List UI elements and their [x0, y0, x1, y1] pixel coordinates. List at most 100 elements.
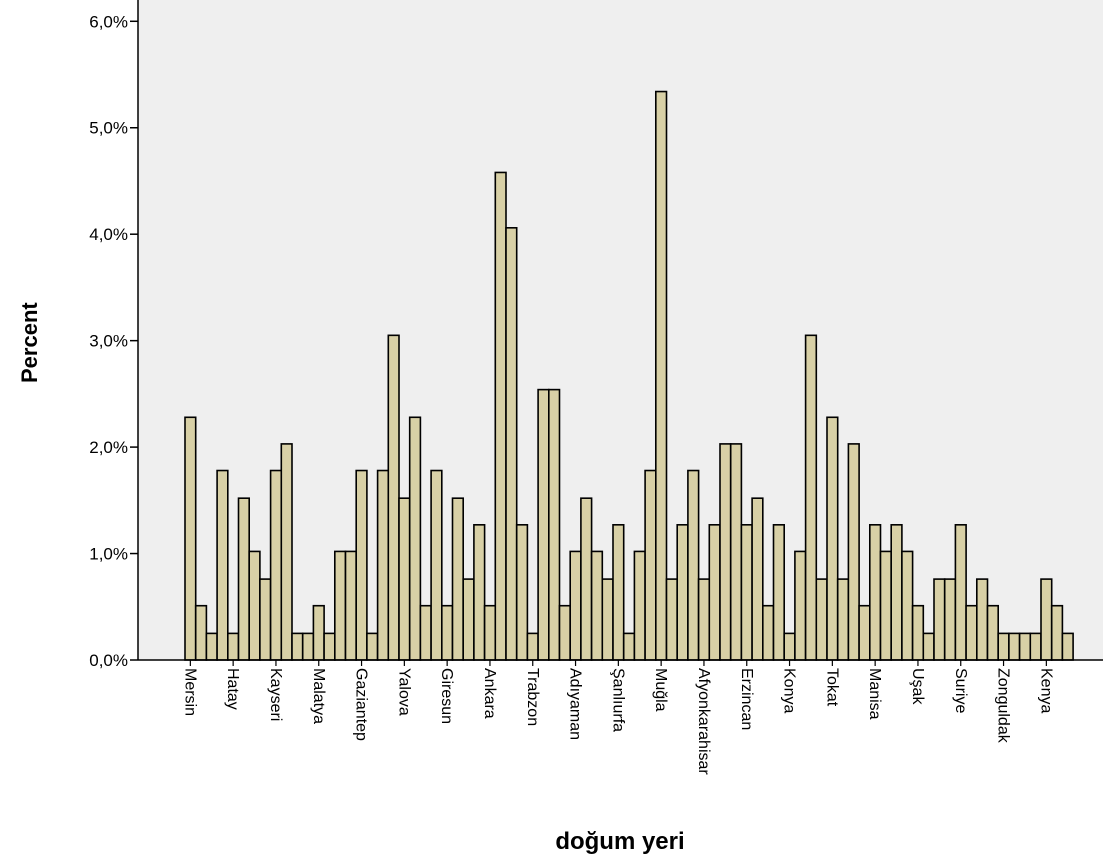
bar	[965, 604, 978, 661]
x-tick-label: Afyonkarahisar	[695, 668, 712, 775]
bar	[590, 550, 604, 661]
bar	[708, 524, 721, 661]
bar	[933, 578, 946, 661]
bar	[654, 90, 668, 661]
bar	[751, 497, 764, 661]
bar	[1040, 578, 1053, 661]
x-tick-label: Muğla	[652, 668, 669, 712]
bar	[473, 524, 486, 661]
bar	[633, 550, 646, 661]
bar	[184, 416, 197, 661]
bar	[665, 578, 678, 661]
bar	[687, 469, 700, 661]
bar	[783, 632, 796, 661]
bar	[901, 550, 914, 661]
bar	[772, 524, 785, 661]
y-tick-label: 5,0%	[89, 119, 128, 138]
bar	[355, 469, 368, 661]
bar	[815, 578, 828, 661]
y-tick-label: 6,0%	[89, 12, 128, 31]
bar	[879, 550, 892, 661]
bar	[826, 416, 839, 661]
x-tick-label: Hatay	[224, 668, 241, 710]
y-tick-label: 0,0%	[89, 651, 128, 670]
bar	[569, 550, 582, 661]
bar	[451, 497, 464, 661]
bar	[398, 497, 411, 661]
bar	[1029, 632, 1042, 661]
y-ticks-group: 0,0% 1,0% 2,0% 3,0% 4,0% 5,0% 6,0%	[89, 12, 138, 670]
x-tick-label: Şanlıurfa	[609, 668, 626, 732]
bar	[387, 334, 400, 661]
x-tick-label: Kayseri	[267, 668, 284, 721]
bar	[205, 632, 218, 661]
bar	[430, 469, 443, 661]
x-axis-label: doğum yeri	[555, 828, 685, 855]
bar	[794, 550, 807, 661]
bar	[740, 524, 753, 661]
bar	[719, 443, 732, 661]
bar	[761, 604, 775, 661]
bar	[237, 497, 250, 661]
bar	[323, 632, 336, 661]
bar	[1050, 604, 1064, 661]
bar	[419, 604, 432, 661]
bar	[858, 604, 871, 661]
bar	[259, 578, 272, 661]
bar	[291, 632, 304, 661]
bar	[494, 171, 507, 661]
bar	[515, 524, 529, 661]
bar	[847, 443, 860, 661]
bar	[622, 632, 636, 661]
x-tick-label: Gaziantep	[353, 668, 370, 741]
bar	[558, 604, 571, 661]
bar	[194, 604, 208, 661]
bar	[676, 524, 689, 661]
y-tick-label: 2,0%	[89, 438, 128, 457]
bar	[922, 632, 935, 661]
bar	[312, 604, 325, 661]
bar	[227, 632, 240, 661]
bar	[216, 469, 229, 661]
x-tick-label: Yalova	[395, 668, 412, 716]
bar	[301, 632, 315, 661]
bar	[462, 578, 475, 661]
y-tick-label: 3,0%	[89, 332, 128, 351]
bar	[537, 388, 550, 661]
bar	[911, 604, 925, 661]
bar	[440, 604, 454, 661]
bar	[1018, 632, 1032, 661]
x-tick-label: Erzincan	[738, 668, 755, 730]
bar	[280, 443, 293, 661]
x-tick-label: Uşak	[909, 668, 926, 705]
x-tick-label: Ankara	[481, 668, 498, 719]
bar	[890, 524, 903, 661]
y-tick-label: 1,0%	[89, 545, 128, 564]
y-tick-label: 4,0%	[89, 225, 128, 244]
x-tick-label: Adıyaman	[567, 668, 584, 740]
bar	[376, 469, 390, 661]
x-ticks-group: Mersin Hatay Kayseri Malatya Gaziantep Yalova…	[181, 660, 1054, 775]
bar	[697, 578, 711, 661]
bar	[601, 578, 614, 661]
axes-group	[137, 0, 1103, 661]
y-axis-label: Percent	[17, 302, 42, 383]
bar	[366, 632, 379, 661]
x-tick-label: Mersin	[181, 668, 198, 716]
x-tick-label: Trabzon	[524, 668, 541, 726]
bar	[644, 469, 657, 661]
bar	[975, 578, 989, 661]
x-tick-label: Kenya	[1037, 668, 1054, 713]
bar	[547, 388, 561, 661]
bar	[729, 443, 743, 661]
bar	[483, 604, 497, 661]
bar	[1061, 632, 1074, 661]
x-tick-label: Manisa	[866, 668, 883, 720]
x-tick-label: Malatya	[310, 668, 327, 724]
bar	[1008, 632, 1021, 661]
bar	[954, 524, 967, 661]
bar	[997, 632, 1010, 661]
bar	[333, 550, 347, 661]
bar	[505, 227, 518, 661]
x-tick-label: Suriye	[952, 668, 969, 713]
